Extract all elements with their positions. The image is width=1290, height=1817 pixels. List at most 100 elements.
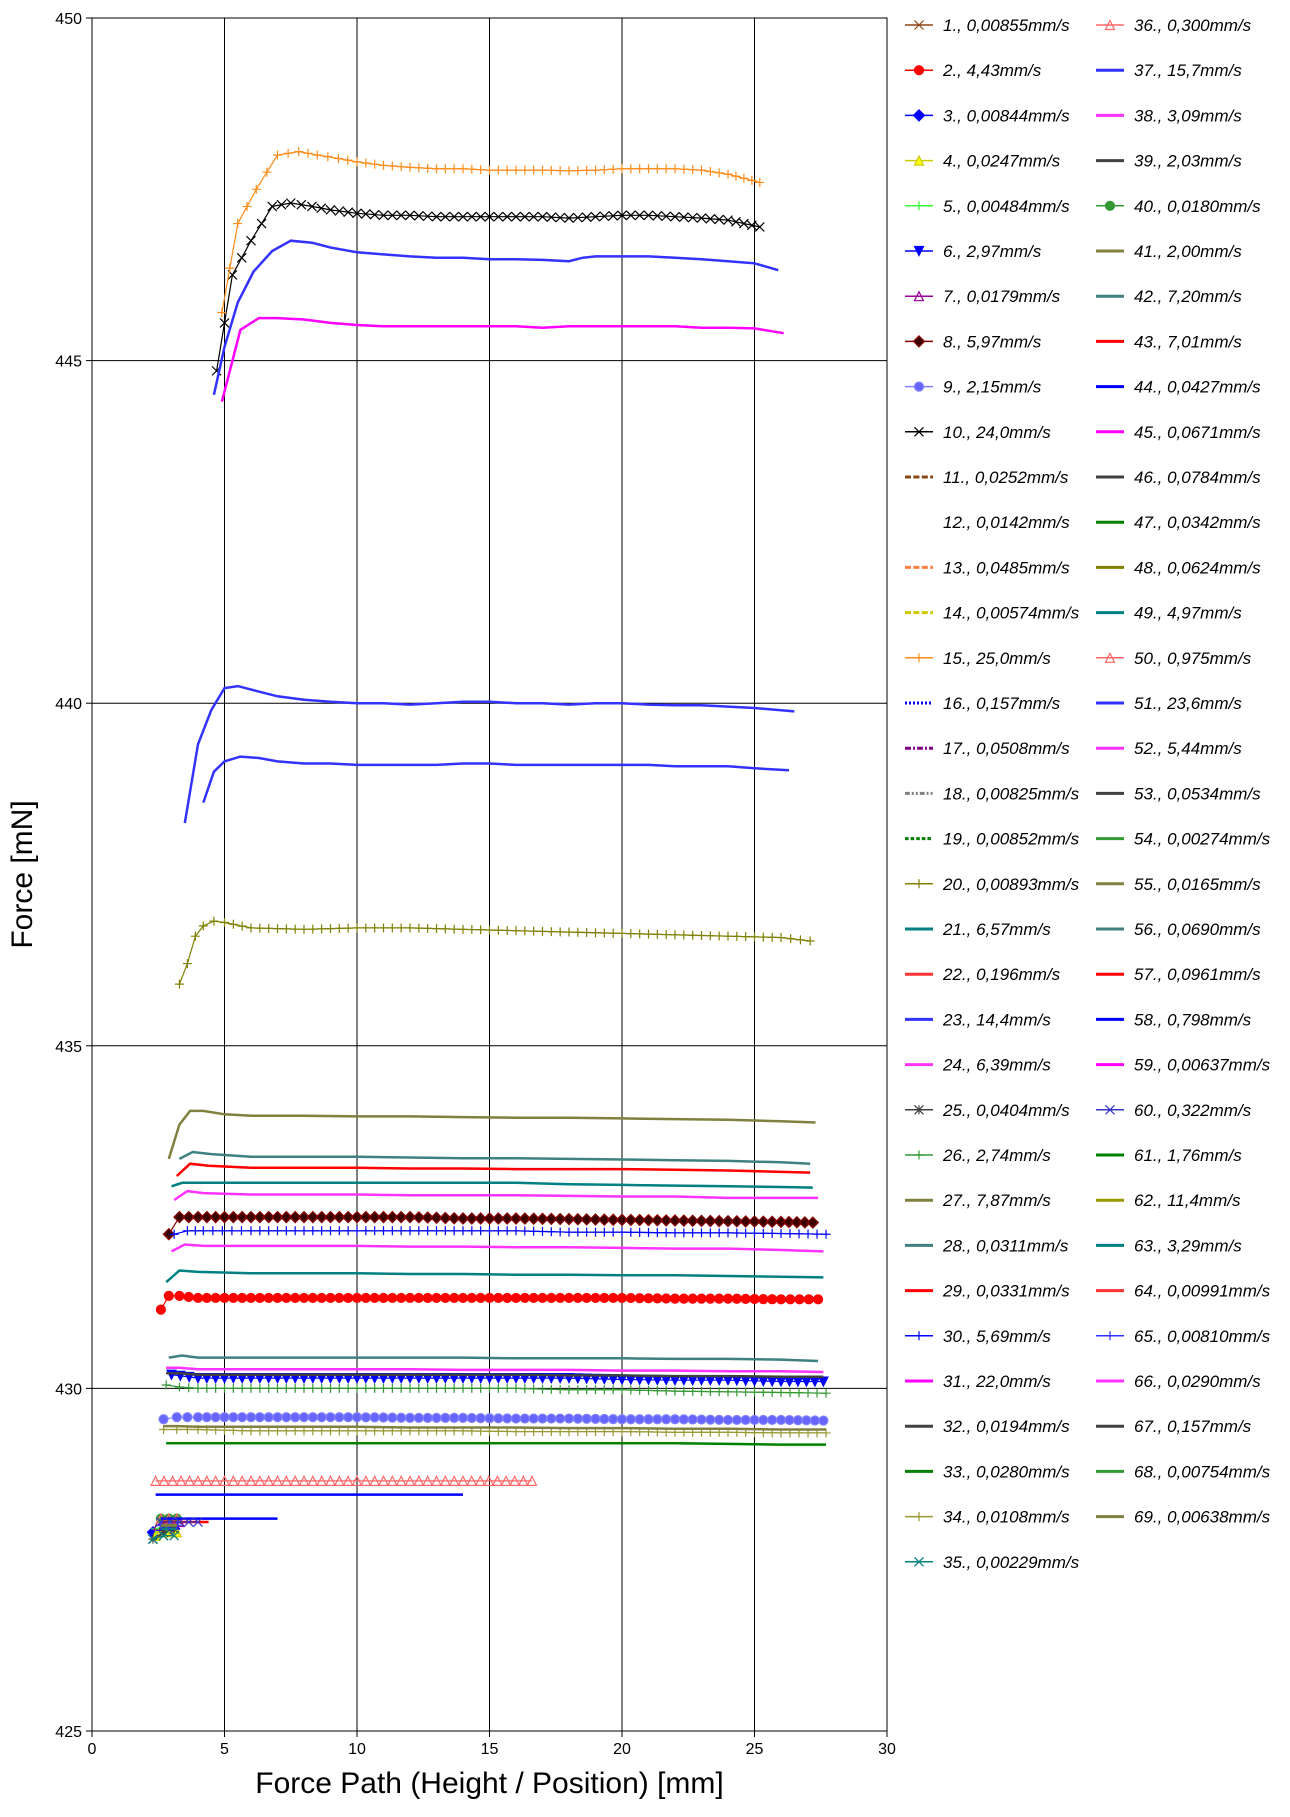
y-tick-label: 450 — [55, 11, 82, 28]
data-point — [264, 923, 274, 933]
legend: 1., 0,00855mm/s 2., 4,43mm/s 3., 0,00844mm… — [905, 16, 1271, 1572]
legend-entry: 25., 0,0404mm/s — [905, 1101, 1070, 1120]
data-point — [538, 926, 547, 936]
data-point — [466, 1412, 477, 1424]
data-point — [608, 210, 619, 221]
data-point — [158, 1475, 170, 1487]
legend-label: 35., 0,00229mm/s — [943, 1553, 1080, 1572]
data-point — [155, 1304, 166, 1315]
legend-entry: 43., 7,01mm/s — [1096, 332, 1242, 351]
data-point — [432, 164, 441, 174]
series-21 — [171, 1181, 813, 1189]
data-point — [643, 210, 654, 221]
data-point — [325, 1475, 336, 1487]
data-point — [201, 1292, 212, 1304]
data-point — [714, 1228, 724, 1238]
data-point — [201, 1475, 213, 1487]
legend-label: 4., 0,0247mm/s — [943, 152, 1061, 171]
data-point — [299, 1383, 309, 1393]
data-point — [228, 1383, 238, 1393]
y-tick-label: 425 — [55, 1724, 82, 1741]
data-point — [343, 155, 353, 165]
data-point — [174, 979, 184, 989]
series-15 — [217, 147, 765, 318]
data-point — [175, 1475, 187, 1487]
data-point — [219, 1292, 230, 1304]
data-point — [308, 1383, 318, 1393]
data-point — [326, 924, 335, 934]
data-point — [308, 1226, 318, 1236]
legend-label: 17., 0,0508mm/s — [943, 739, 1070, 758]
data-point — [526, 1475, 538, 1487]
series-38 — [166, 1366, 824, 1374]
data-point — [440, 924, 450, 934]
data-point — [687, 1414, 698, 1425]
data-point — [536, 1212, 549, 1226]
data-point — [677, 1214, 691, 1227]
data-point — [158, 1414, 169, 1425]
data-point — [809, 1415, 821, 1426]
series-24 — [173, 1189, 819, 1202]
legend-label: 64., 0,00991mm/s — [1134, 1282, 1271, 1301]
data-point — [236, 1226, 246, 1236]
data-point — [211, 1383, 221, 1393]
data-point — [192, 1292, 204, 1304]
data-point — [396, 1226, 406, 1236]
data-point — [475, 1412, 486, 1424]
data-point — [732, 1387, 742, 1397]
legend-label: 48., 0,0624mm/s — [1134, 558, 1261, 577]
data-point — [325, 204, 336, 215]
data-point — [740, 1293, 751, 1304]
data-point — [360, 1412, 371, 1423]
data-point — [705, 1228, 715, 1238]
data-point — [617, 928, 627, 938]
data-point — [183, 1517, 194, 1527]
legend-entry: 48., 0,0624mm/s — [1096, 558, 1261, 577]
series-2 — [155, 1290, 824, 1315]
data-point — [491, 1475, 503, 1487]
data-point — [422, 1412, 433, 1423]
data-point — [652, 1414, 663, 1425]
series-41 — [163, 1424, 826, 1431]
data-point — [228, 919, 238, 929]
data-point — [784, 1414, 795, 1426]
data-point — [767, 1294, 778, 1305]
data-point — [288, 1210, 302, 1224]
data-point — [529, 1226, 539, 1236]
data-point — [233, 219, 243, 229]
data-point — [236, 252, 247, 263]
data-point — [263, 1475, 275, 1487]
data-point — [303, 148, 313, 158]
data-point — [635, 164, 645, 174]
data-point — [254, 1412, 265, 1423]
data-point — [590, 1292, 601, 1304]
data-point — [202, 1383, 212, 1393]
series-line — [212, 239, 779, 396]
data-point — [412, 1210, 426, 1224]
data-point — [805, 936, 815, 946]
data-point — [370, 923, 380, 933]
data-point — [599, 1413, 610, 1425]
data-point — [219, 317, 230, 328]
data-point — [652, 1228, 662, 1238]
data-point — [430, 1211, 443, 1225]
data-point — [493, 1383, 503, 1393]
data-point — [537, 1292, 548, 1304]
data-point — [731, 1414, 742, 1426]
data-point — [746, 220, 757, 231]
legend-label: 5., 0,00484mm/s — [943, 197, 1070, 216]
data-point — [158, 1530, 169, 1541]
data-point — [307, 1412, 318, 1423]
data-point — [386, 1475, 398, 1487]
data-point — [740, 1414, 751, 1426]
data-point — [440, 1226, 450, 1236]
data-point — [476, 1383, 486, 1393]
data-point — [758, 1414, 769, 1426]
data-point — [626, 929, 636, 939]
data-point — [732, 1228, 742, 1238]
data-point — [767, 1228, 777, 1238]
legend-entry: 36., 0,300mm/s — [1096, 16, 1252, 35]
legend-label: 44., 0,0427mm/s — [1134, 378, 1261, 397]
legend-label: 25., 0,0404mm/s — [942, 1101, 1070, 1120]
data-point — [414, 1383, 424, 1393]
